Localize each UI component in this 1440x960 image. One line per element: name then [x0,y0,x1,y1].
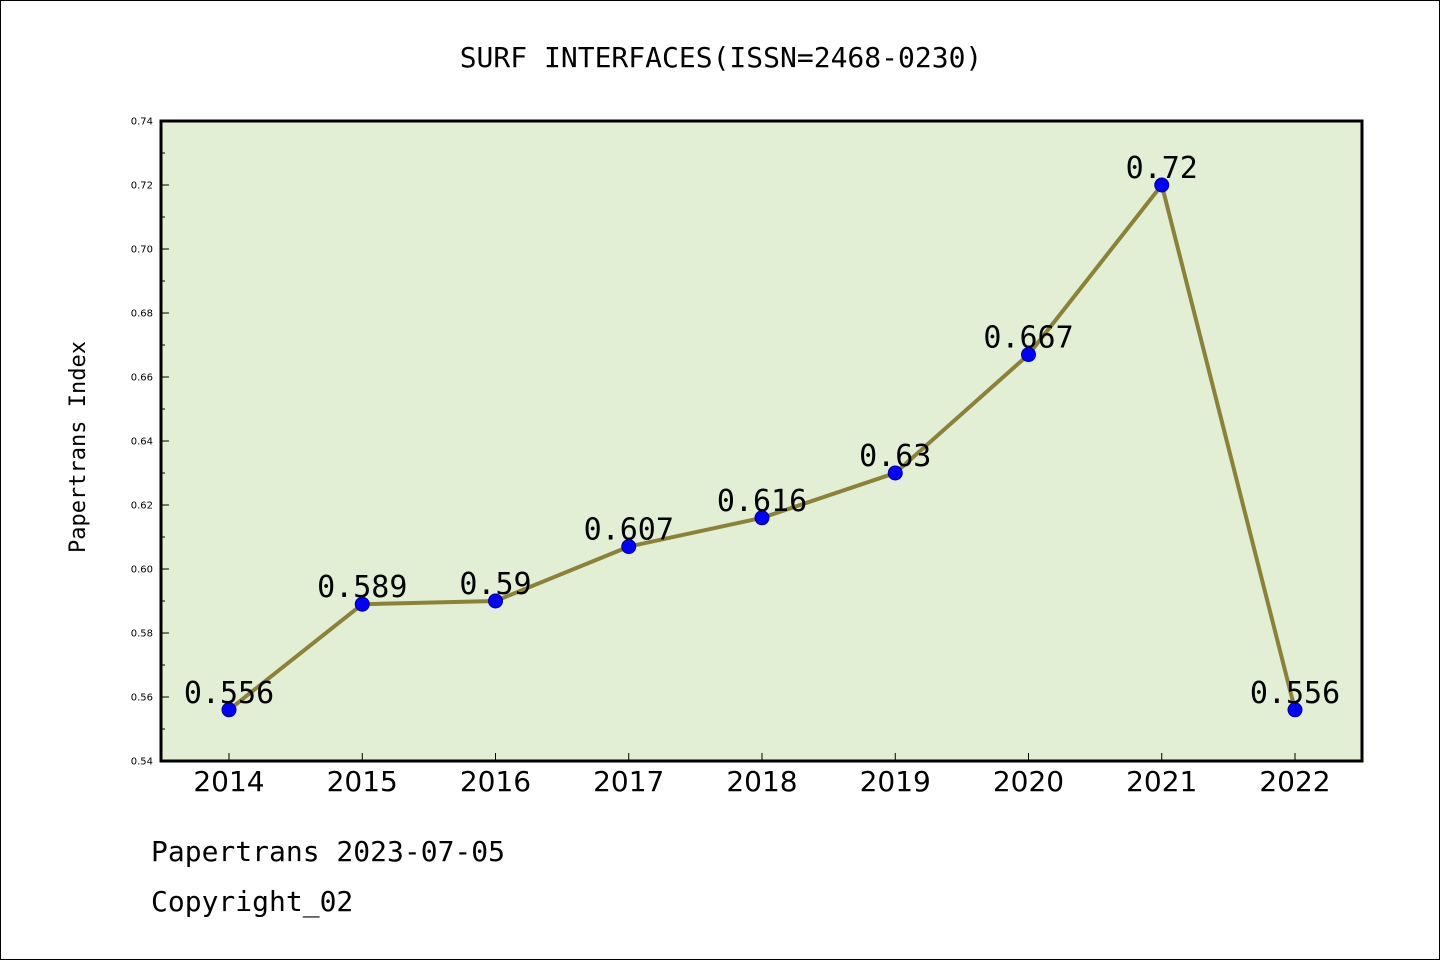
chart-title: SURF INTERFACES(ISSN=2468-0230) [460,41,983,74]
data-label: 0.589 [317,570,407,605]
footer-date: Papertrans 2023-07-05 [151,835,506,868]
plot-frame [159,119,1364,763]
y-tick-label: 0.58 [131,629,153,640]
x-tick-label: 2016 [460,765,531,798]
y-tick-label: 0.68 [131,309,153,320]
data-point [221,702,237,718]
data-labels: 0.556 0.589 0.59 0.607 0.616 0.63 0.667 0.72 0.5… [184,151,1340,711]
data-point [621,539,637,555]
data-label: 0.556 [1250,676,1340,711]
y-tick-label: 0.56 [131,693,153,704]
y-tick-label: 0.66 [131,373,153,384]
y-tick-label: 0.60 [131,565,153,576]
data-label: 0.63 [859,439,931,474]
data-point [354,596,370,612]
x-tick-label: 2015 [327,765,398,798]
data-label: 0.72 [1126,151,1198,186]
data-point [488,593,503,609]
y-tick-label: 0.70 [131,245,153,256]
y-tick-label: 0.74 [131,117,153,128]
y-tick-label: 0.62 [131,501,153,512]
x-tick-label: 2018 [726,765,797,798]
x-axis-ticks: 2014 2015 2016 2017 2018 2019 2020 2021 2022 [193,753,1331,798]
x-tick-label: 2022 [1259,765,1330,798]
x-tick-label: 2014 [193,765,264,798]
data-point [754,510,770,526]
y-axis-label: Papertrans Index [66,341,91,553]
y-tick-label: 0.72 [131,181,153,192]
y-tick-label: 0.54 [131,757,153,768]
x-tick-label: 2021 [1126,765,1197,798]
data-point [1154,177,1170,193]
data-label: 0.556 [184,676,274,711]
y-tick-label: 0.64 [131,437,153,448]
data-label: 0.616 [717,484,807,519]
data-markers [221,177,1303,718]
data-point [887,465,903,481]
x-tick-label: 2017 [593,765,664,798]
x-tick-label: 2019 [860,765,931,798]
data-label: 0.59 [459,567,531,602]
data-label: 0.607 [584,513,674,548]
data-point [1021,347,1036,363]
footer-copyright: Copyright_02 [151,885,354,918]
data-label: 0.667 [983,321,1073,356]
x-tick-label: 2020 [993,765,1064,798]
data-point [1287,702,1303,718]
y-axis-ticks: 0.54 0.56 0.58 0.60 0.62 0.64 0.66 0.68 0.70 0.72… [131,117,169,768]
plot-area [161,121,1362,761]
